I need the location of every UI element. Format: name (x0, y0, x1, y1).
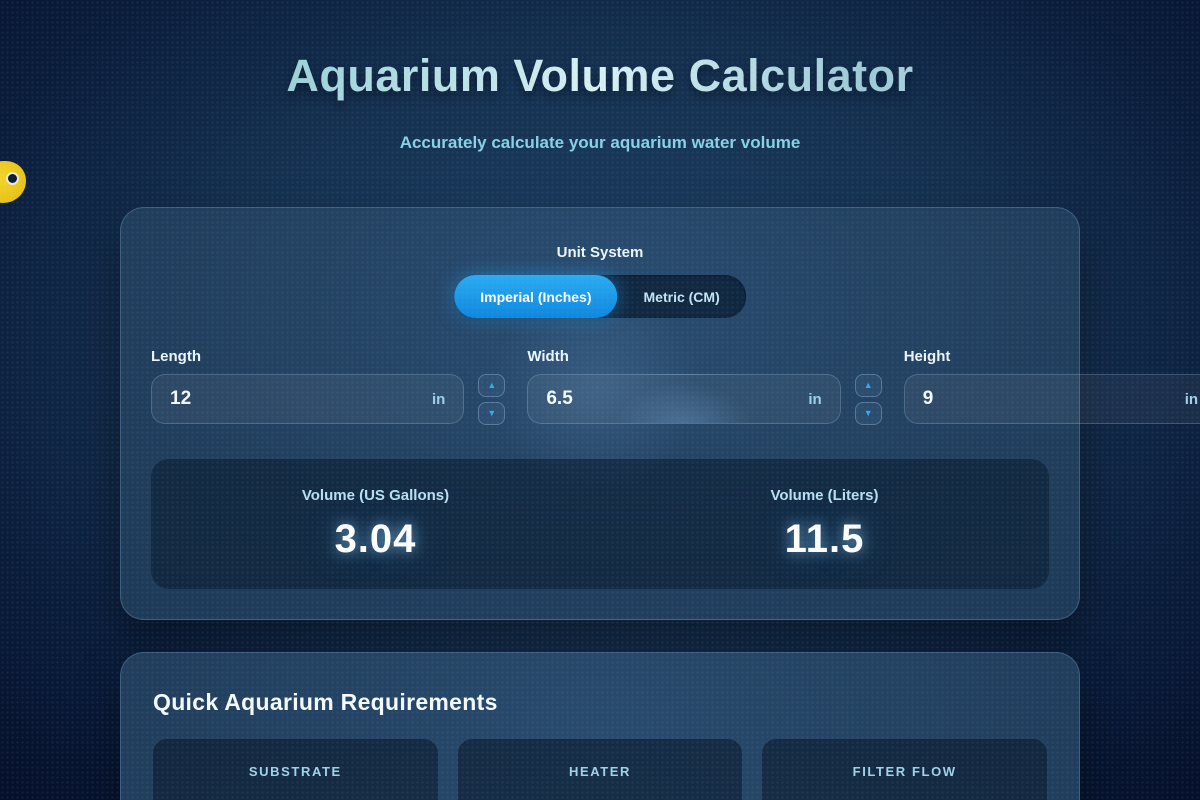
stepper-down-icon: ▼ (487, 408, 497, 418)
requirements-row: SUBSTRATE HEATER FILTER FLOW (153, 739, 1048, 800)
fish-eye-icon (8, 174, 17, 183)
result-liters-label: Volume (Liters) (770, 486, 879, 504)
length-label: Length (151, 348, 201, 365)
calculator-card: Unit System Imperial (Inches) Metric (CM… (120, 207, 1200, 620)
length-unit: in (432, 390, 446, 408)
requirement-card-substrate: SUBSTRATE (153, 739, 438, 800)
height-input[interactable] (922, 388, 1185, 410)
height-field: in (903, 374, 1200, 424)
result-gallons: Volume (US Gallons) 3.04 (151, 487, 600, 562)
unit-system-label: Unit System (556, 244, 644, 261)
length-column: Length in ▲ ▼ (151, 348, 506, 425)
width-stepper: ▲ ▼ (854, 374, 882, 425)
result-gallons-label: Volume (US Gallons) (301, 486, 450, 504)
width-label: Width (527, 348, 569, 365)
unit-system-toggle: Imperial (Inches) Metric (CM) (454, 275, 746, 318)
result-liters-value: 11.5 (784, 516, 865, 561)
stepper-up-icon: ▲ (487, 380, 497, 390)
length-increment-button[interactable]: ▲ (478, 374, 506, 397)
dimension-inputs: Length in ▲ ▼ Width in ▲ (151, 348, 1200, 425)
length-input[interactable] (170, 388, 432, 410)
height-label: Height (903, 348, 951, 365)
width-column: Width in ▲ ▼ (527, 348, 882, 425)
width-field: in (527, 374, 841, 424)
requirements-card: Quick Aquarium Requirements SUBSTRATE HE… (120, 652, 1080, 800)
length-decrement-button[interactable]: ▼ (478, 402, 506, 425)
stepper-up-icon: ▲ (863, 380, 873, 390)
requirement-card-heater: HEATER (457, 739, 743, 800)
unit-option-metric[interactable]: Metric (CM) (618, 275, 746, 318)
result-gallons-value: 3.04 (334, 516, 417, 561)
requirement-card-filter-flow: FILTER FLOW (762, 739, 1048, 800)
page-subtitle: Accurately calculate your aquarium water… (399, 133, 801, 152)
requirement-card-title: SUBSTRATE (248, 764, 342, 779)
length-stepper: ▲ ▼ (478, 374, 506, 425)
width-decrement-button[interactable]: ▼ (854, 402, 882, 425)
height-column: Height in ▲ ▼ (903, 348, 1200, 425)
width-unit: in (808, 390, 822, 408)
requirements-title: Quick Aquarium Requirements (153, 689, 498, 715)
height-unit: in (1184, 390, 1199, 408)
width-increment-button[interactable]: ▲ (854, 374, 882, 397)
requirement-card-title: FILTER FLOW (852, 764, 957, 779)
page-title: Aquarium Volume Calculator (0, 50, 1200, 102)
results-panel: Volume (US Gallons) 3.04 Volume (Liters)… (151, 459, 1049, 589)
fish-decoration (0, 161, 26, 203)
unit-option-imperial[interactable]: Imperial (Inches) (454, 275, 618, 318)
length-field: in (151, 374, 465, 424)
requirement-card-title: HEATER (568, 764, 632, 779)
result-liters: Volume (Liters) 11.5 (600, 487, 1049, 562)
stepper-down-icon: ▼ (863, 408, 873, 418)
width-input[interactable] (546, 388, 809, 410)
